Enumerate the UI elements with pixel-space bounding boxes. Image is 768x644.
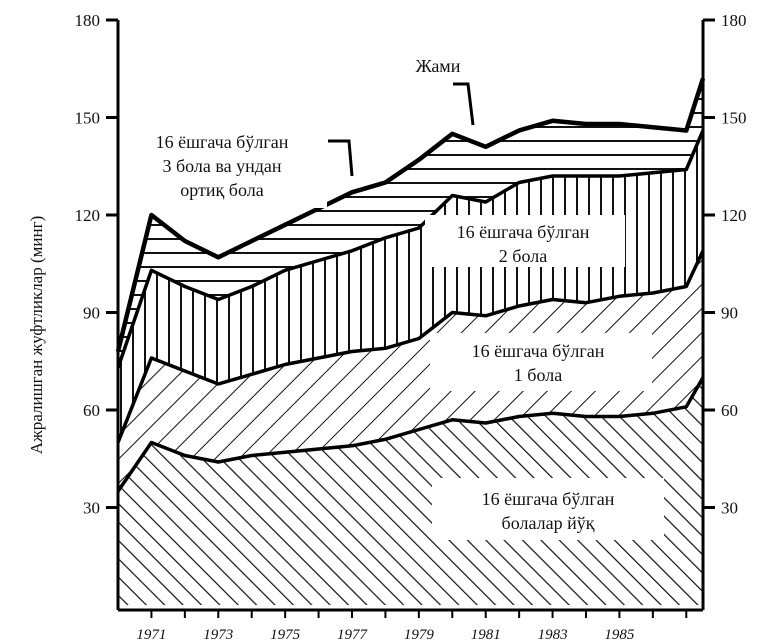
leader-total bbox=[453, 82, 475, 126]
y-tick-label-left: 60 bbox=[83, 401, 100, 420]
annotation-two-children-line: 16 ёшгача бўлган bbox=[457, 222, 590, 242]
annotation-no-children-line: 16 ёшгача бўлган bbox=[482, 489, 615, 509]
annotation-one-child-line: 16 ёшгача бўлган bbox=[472, 341, 605, 361]
total-label-bg bbox=[400, 52, 482, 78]
line-no-children-top bbox=[116, 376, 705, 493]
x-tick-label: 1979 bbox=[404, 627, 435, 643]
area-two-children bbox=[118, 130, 703, 443]
y-tick-label-right: 60 bbox=[721, 401, 738, 420]
annotation-one-child-bg bbox=[430, 333, 652, 391]
axes: 30 30 60 60 90 90 120 120 150 150 180 180 1971 1973 19… bbox=[75, 11, 747, 643]
annotation-backgrounds bbox=[117, 52, 664, 540]
annotation-three-plus-children-bg bbox=[117, 124, 327, 208]
series-boundary-lines bbox=[115, 77, 706, 493]
area-one-child bbox=[118, 250, 703, 492]
annotation-three-plus-children-line: 3 бола ва ундан bbox=[162, 156, 281, 176]
area-three-plus-children bbox=[118, 78, 703, 368]
line-one-child-top bbox=[116, 250, 705, 444]
x-tick-label: 1977 bbox=[337, 627, 369, 643]
y-tick-label-right: 180 bbox=[721, 11, 747, 30]
area-layers bbox=[118, 78, 703, 605]
x-tick-label: 1973 bbox=[203, 627, 233, 643]
annotation-no-children-bg bbox=[432, 478, 664, 540]
y-tick-label-right: 120 bbox=[721, 206, 747, 225]
y-tick-label-right: 150 bbox=[721, 109, 747, 128]
leader-three-plus-children bbox=[328, 139, 354, 177]
x-tick-label: 1971 bbox=[136, 627, 166, 643]
line-total bbox=[115, 77, 706, 353]
annotations: 16 ёшгача бўлган болалар йўқ 16 ёшгача бўл… bbox=[156, 56, 615, 533]
y-axis-label: Ажралишган жуфтликлар (минг) bbox=[27, 216, 46, 454]
x-tick-label: 1983 bbox=[538, 627, 568, 643]
y-tick-label-left: 30 bbox=[83, 499, 100, 518]
y-tick-label-left: 120 bbox=[75, 206, 101, 225]
annotation-one-child-line: 1 бола bbox=[514, 365, 562, 385]
annotation-three-plus-children-line: 16 ёшгача бўлган bbox=[156, 132, 289, 152]
x-tick-label: 1975 bbox=[270, 627, 301, 643]
total-label: Жами bbox=[416, 56, 461, 76]
y-tick-label-left: 90 bbox=[83, 304, 100, 323]
x-tick-label: 1985 bbox=[604, 627, 635, 643]
annotation-two-children-bg bbox=[425, 215, 625, 267]
x-tick-label: 1981 bbox=[471, 627, 501, 643]
y-tick-label-left: 180 bbox=[75, 11, 101, 30]
annotation-two-children-line: 2 бола bbox=[499, 246, 547, 266]
annotation-three-plus-children-line: ортиқ бола bbox=[180, 180, 263, 200]
area-no-children bbox=[118, 377, 703, 605]
annotation-no-children-line: болалар йўқ bbox=[502, 513, 595, 533]
line-two-children-top bbox=[116, 129, 705, 369]
y-tick-label-right: 30 bbox=[721, 499, 738, 518]
y-tick-label-right: 90 bbox=[721, 304, 738, 323]
y-tick-label-left: 150 bbox=[75, 109, 101, 128]
